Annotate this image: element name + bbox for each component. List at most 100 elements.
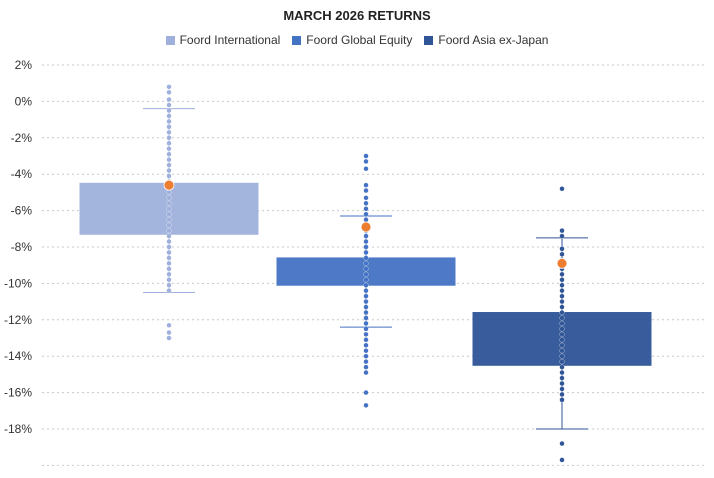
legend-swatch-foord-global-equity xyxy=(292,35,302,45)
data-point-foord-international xyxy=(166,162,172,168)
y-tick-label: -12% xyxy=(4,313,32,327)
data-point-foord-global-equity xyxy=(363,320,369,326)
data-point-foord-global-equity xyxy=(363,255,369,261)
data-point-foord-international xyxy=(166,277,172,283)
data-point-foord-global-equity xyxy=(363,158,369,165)
y-tick-label: -10% xyxy=(4,276,32,290)
y-tick-label: -14% xyxy=(4,349,32,363)
y-tick-label: 2% xyxy=(15,58,33,72)
data-point-foord-global-equity xyxy=(363,304,369,310)
data-point-foord-asia-ex-japan xyxy=(559,282,565,288)
data-point-foord-global-equity xyxy=(363,277,369,283)
data-point-foord-asia-ex-japan xyxy=(559,337,565,343)
data-point-foord-international xyxy=(166,322,172,328)
data-point-foord-international xyxy=(166,89,172,95)
data-point-foord-international xyxy=(166,173,172,179)
data-point-foord-global-equity xyxy=(363,244,369,250)
data-point-foord-international xyxy=(166,244,172,250)
data-point-foord-global-equity xyxy=(363,288,369,294)
data-point-foord-international xyxy=(166,233,172,239)
data-point-foord-asia-ex-japan xyxy=(559,386,565,392)
data-point-foord-asia-ex-japan xyxy=(559,364,565,370)
chart-title: MARCH 2026 RETURNS xyxy=(283,8,431,23)
data-point-foord-global-equity xyxy=(363,233,369,239)
y-tick-label: -4% xyxy=(11,167,33,181)
data-point-foord-global-equity xyxy=(363,217,369,223)
data-point-foord-global-equity xyxy=(363,331,369,337)
data-point-foord-asia-ex-japan xyxy=(559,315,565,321)
data-point-foord-international xyxy=(166,102,172,108)
data-point-foord-global-equity xyxy=(363,293,369,299)
data-point-foord-global-equity xyxy=(363,260,369,266)
data-point-foord-international xyxy=(166,189,172,195)
data-point-foord-international xyxy=(166,222,172,228)
data-point-foord-international xyxy=(166,329,172,336)
legend-item-foord-asia-ex-japan: Foord Asia ex-Japan xyxy=(424,33,548,47)
y-tick-label: -8% xyxy=(11,240,33,254)
data-point-foord-international xyxy=(166,238,172,245)
data-point-foord-global-equity xyxy=(363,370,369,376)
data-point-foord-international xyxy=(166,282,172,288)
data-point-foord-international xyxy=(166,129,172,135)
data-point-foord-asia-ex-japan xyxy=(559,370,565,376)
data-point-foord-international xyxy=(166,157,172,163)
data-point-foord-international xyxy=(166,135,172,141)
legend-item-foord-international: Foord International xyxy=(165,33,281,47)
data-point-foord-global-equity xyxy=(363,271,369,277)
data-point-foord-asia-ex-japan xyxy=(559,353,565,359)
data-point-foord-global-equity xyxy=(363,188,369,194)
data-point-foord-asia-ex-japan xyxy=(559,246,565,252)
data-point-foord-asia-ex-japan xyxy=(559,457,565,463)
data-point-foord-international xyxy=(166,271,172,277)
data-point-foord-global-equity xyxy=(363,182,369,188)
legend-item-foord-global-equity: Foord Global Equity xyxy=(292,33,412,47)
data-point-foord-global-equity xyxy=(363,195,369,201)
data-point-foord-asia-ex-japan xyxy=(559,331,565,337)
data-point-foord-international xyxy=(166,255,172,261)
data-point-foord-asia-ex-japan xyxy=(559,397,565,403)
data-point-foord-global-equity xyxy=(363,326,369,332)
data-point-foord-global-equity xyxy=(363,299,369,305)
data-point-foord-global-equity xyxy=(363,282,369,288)
data-point-foord-international xyxy=(166,84,172,90)
y-tick-label: -6% xyxy=(11,204,33,218)
data-point-foord-international xyxy=(166,151,172,157)
data-point-foord-global-equity xyxy=(363,359,369,365)
data-point-foord-international xyxy=(166,217,172,223)
legend-label-foord-asia-ex-japan: Foord Asia ex-Japan xyxy=(438,33,549,47)
data-point-foord-asia-ex-japan xyxy=(559,380,565,387)
data-point-foord-international xyxy=(166,168,172,174)
data-point-foord-international xyxy=(166,206,172,212)
data-point-foord-global-equity xyxy=(363,348,369,354)
marker-point-foord-international xyxy=(163,179,175,191)
data-point-foord-asia-ex-japan xyxy=(559,228,565,234)
data-point-foord-asia-ex-japan xyxy=(559,309,565,316)
data-point-foord-asia-ex-japan xyxy=(559,304,565,310)
data-point-foord-asia-ex-japan xyxy=(559,375,565,381)
data-point-foord-global-equity xyxy=(363,153,369,159)
data-point-foord-international xyxy=(166,107,172,114)
y-tick-label: 0% xyxy=(15,94,33,108)
data-point-foord-global-equity xyxy=(363,364,369,370)
data-point-foord-international xyxy=(166,260,172,266)
legend-label-foord-international: Foord International xyxy=(179,33,281,47)
data-point-foord-asia-ex-japan xyxy=(559,271,565,277)
y-tick-label: -16% xyxy=(4,386,32,400)
marker-point-foord-asia-ex-japan xyxy=(556,257,568,269)
data-point-foord-global-equity xyxy=(363,315,369,321)
data-point-foord-asia-ex-japan xyxy=(559,251,565,257)
data-point-foord-international xyxy=(166,195,172,201)
data-point-foord-global-equity xyxy=(363,390,369,396)
data-point-foord-global-equity xyxy=(363,353,369,359)
marker-point-foord-global-equity xyxy=(360,221,372,233)
data-point-foord-asia-ex-japan xyxy=(559,288,565,294)
data-point-foord-international xyxy=(166,113,172,119)
legend-swatch-foord-international xyxy=(165,35,175,45)
legend-label-foord-global-equity: Foord Global Equity xyxy=(306,33,413,47)
legend: Foord International Foord Global Equity … xyxy=(0,33,714,47)
y-tick-label: -18% xyxy=(4,422,32,436)
data-point-foord-asia-ex-japan xyxy=(559,342,565,348)
data-point-foord-asia-ex-japan xyxy=(559,359,565,365)
data-point-foord-international xyxy=(166,266,172,272)
